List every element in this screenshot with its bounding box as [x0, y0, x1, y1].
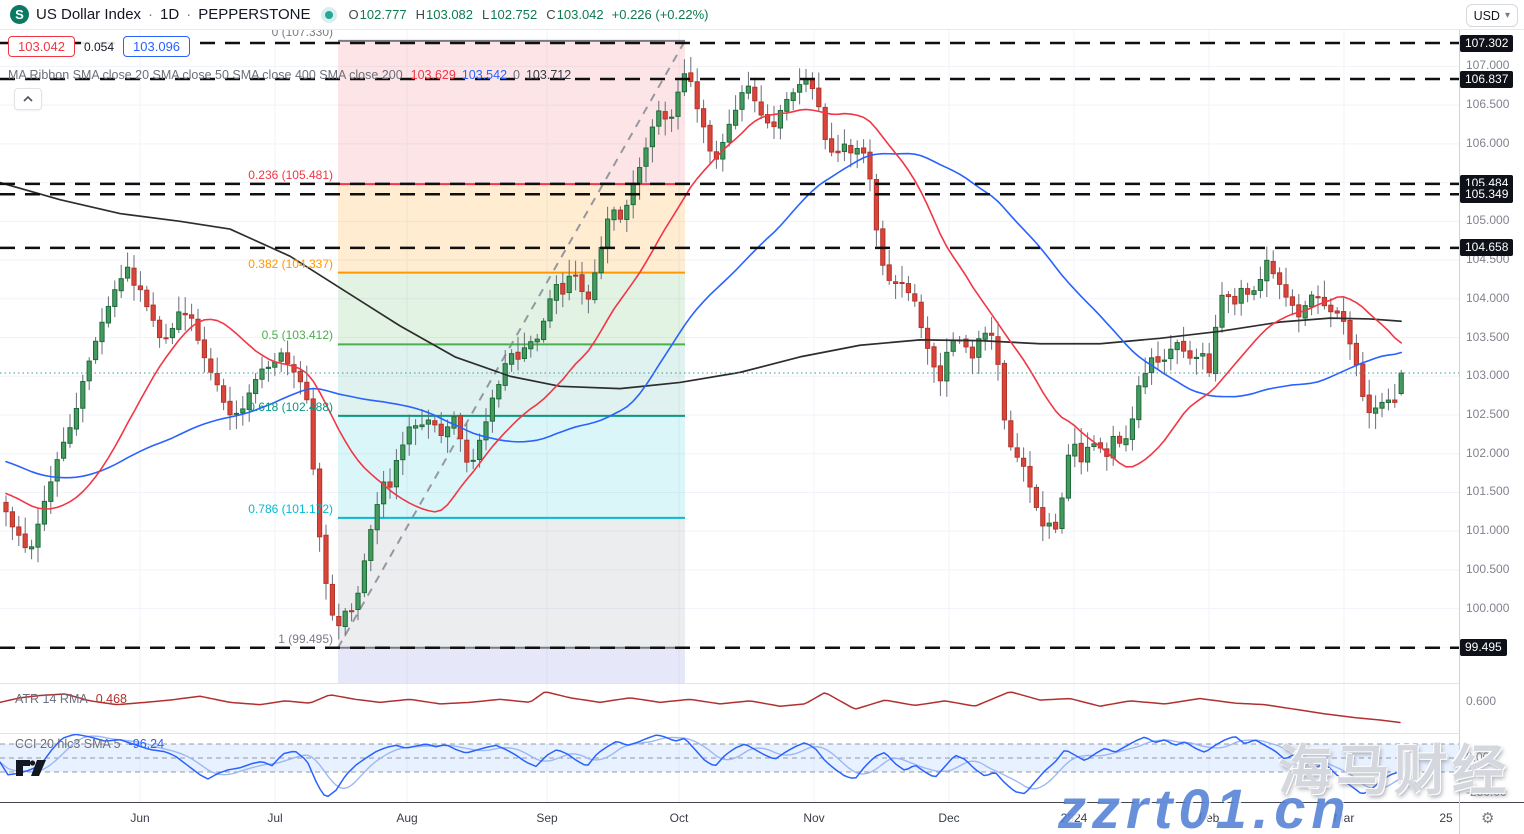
price-tick-label: 105.000 [1466, 213, 1510, 228]
bid-price-label: 103.042 [8, 36, 75, 57]
price-axis-border [1459, 30, 1460, 834]
change-readout: +0.226 (+0.22%) [611, 7, 709, 22]
exchange-label: PEPPERSTONE [198, 6, 311, 23]
price-tick-label: 103.000 [1466, 368, 1510, 383]
price-tick-label: 103.500 [1466, 329, 1510, 344]
fib-level-label: 0.236 (105.481) [248, 168, 333, 183]
price-tick-label: 102.000 [1466, 445, 1510, 460]
ohlc-field: L102.752 [482, 7, 538, 22]
price-tick-label: 101.000 [1466, 523, 1510, 538]
atr-indicator-pane[interactable] [0, 684, 1459, 733]
time-axis-separator [0, 802, 1524, 803]
tradingview-logo-icon[interactable] [16, 760, 46, 781]
ohlc-readout: O102.777 H103.082 L102.752 C103.042 [349, 7, 604, 22]
fib-level-label: 0.5 (103.412) [261, 328, 333, 343]
ohlc-field: C103.042 [546, 7, 604, 22]
price-tick-label: 106.500 [1466, 97, 1510, 112]
time-axis-label: 2024 [1060, 811, 1088, 825]
ma-value: 103.712 [525, 68, 572, 82]
ma-ribbon-label: MA Ribbon SMA close 20 SMA close 50 SMA … [8, 68, 403, 82]
atr-legend[interactable]: ATR 14 RMA 0.468 [15, 692, 127, 706]
price-axis[interactable]: 107.302 106.837 105.484 105.349 104.658 99.49… [1459, 30, 1524, 802]
time-axis-label: Jul [267, 811, 283, 825]
ma-value: 103.542 [461, 68, 508, 82]
chevron-up-icon [23, 96, 33, 102]
price-tick-label: 107.000 [1466, 58, 1510, 73]
collapse-button[interactable] [14, 88, 42, 110]
gear-icon[interactable]: ⚙ [1481, 810, 1495, 827]
atr-legend-label: ATR 14 RMA [15, 692, 88, 706]
title-separator: · [186, 6, 192, 23]
price-tag[interactable]: 107.302 [1460, 34, 1514, 52]
title-separator: · [148, 6, 154, 23]
time-axis-label: Jun [130, 811, 150, 825]
price-tag[interactable]: 106.837 [1460, 70, 1514, 88]
pane-separator[interactable] [0, 683, 1524, 684]
toolbar: S US Dollar Index · 1D · PEPPERSTONE O10… [0, 0, 1524, 30]
ma-value: 103.629 [410, 68, 456, 82]
main-price-pane[interactable] [0, 30, 1459, 683]
symbol-logo-icon[interactable]: S [10, 5, 29, 24]
fib-level-label: 0.786 (101.172) [248, 501, 333, 516]
interval-label[interactable]: 1D [160, 6, 180, 23]
time-axis-label: Aug [396, 811, 418, 825]
price-tag[interactable]: 105.349 [1460, 185, 1514, 203]
time-axis-label: 25 [1439, 811, 1453, 825]
ma-value: 0 [513, 68, 520, 82]
time-axis-label: Sep [536, 811, 558, 825]
fib-level-label: 0.618 (102.488) [248, 399, 333, 414]
ohlc-field: O102.777 [348, 7, 407, 22]
cci-legend-value: -96.24 [128, 737, 165, 751]
price-tag[interactable]: 99.495 [1460, 639, 1507, 657]
ma-ribbon-values: 103.629 103.542 0 103.712 [411, 68, 578, 82]
ask-price-label: 103.096 [123, 36, 191, 57]
time-axis-label: Mar [1333, 811, 1355, 825]
price-tick-label: 102.500 [1466, 406, 1510, 421]
currency-dropdown[interactable]: USD ▾ [1465, 4, 1518, 27]
indicator-axis-label: 0.00 [1466, 749, 1490, 764]
ohlc-field: H103.082 [415, 7, 474, 22]
time-axis-label: Feb [1198, 811, 1220, 825]
atr-legend-value: 0.468 [95, 692, 127, 706]
cci-indicator-pane[interactable] [0, 734, 1459, 802]
bid-ask-row: 103.042 0.054 103.096 [8, 36, 191, 57]
price-tick-label: 100.500 [1466, 561, 1510, 576]
cci-legend-label: CCI 20 hlc3 SMA 5 [15, 737, 121, 751]
price-tick-label: 100.000 [1466, 600, 1510, 615]
spread-label: 0.054 [81, 38, 118, 55]
time-axis[interactable]: Jun Jul Aug Sep Oct Nov Dec 2024 Feb Mar 25 [0, 803, 1524, 834]
ma-ribbon-legend[interactable]: MA Ribbon SMA close 20 SMA close 50 SMA … [8, 68, 577, 82]
market-status-icon [324, 10, 333, 19]
fib-level-label: 1 (99.495) [278, 631, 333, 646]
currency-label: USD [1473, 8, 1500, 23]
chevron-down-icon: ▾ [1504, 10, 1510, 21]
pane-separator[interactable] [0, 733, 1524, 734]
symbol-name: US Dollar Index [36, 6, 142, 23]
time-axis-label: Nov [803, 811, 825, 825]
price-tag[interactable]: 104.658 [1460, 239, 1514, 257]
time-axis-label: Dec [938, 811, 960, 825]
cci-legend[interactable]: CCI 20 hlc3 SMA 5 -96.24 [15, 737, 164, 751]
price-tick-label: 106.000 [1466, 135, 1510, 150]
indicator-axis-label: -250.00 [1466, 785, 1507, 800]
price-tick-label: 101.500 [1466, 484, 1510, 499]
symbol-title[interactable]: US Dollar Index · 1D · PEPPERSTONE [36, 6, 311, 23]
fib-level-label: 0.382 (104.337) [248, 256, 333, 271]
price-tick-label: 104.000 [1466, 290, 1510, 305]
indicator-axis-label: 0.600 [1466, 694, 1497, 709]
time-axis-label: Oct [669, 811, 689, 825]
